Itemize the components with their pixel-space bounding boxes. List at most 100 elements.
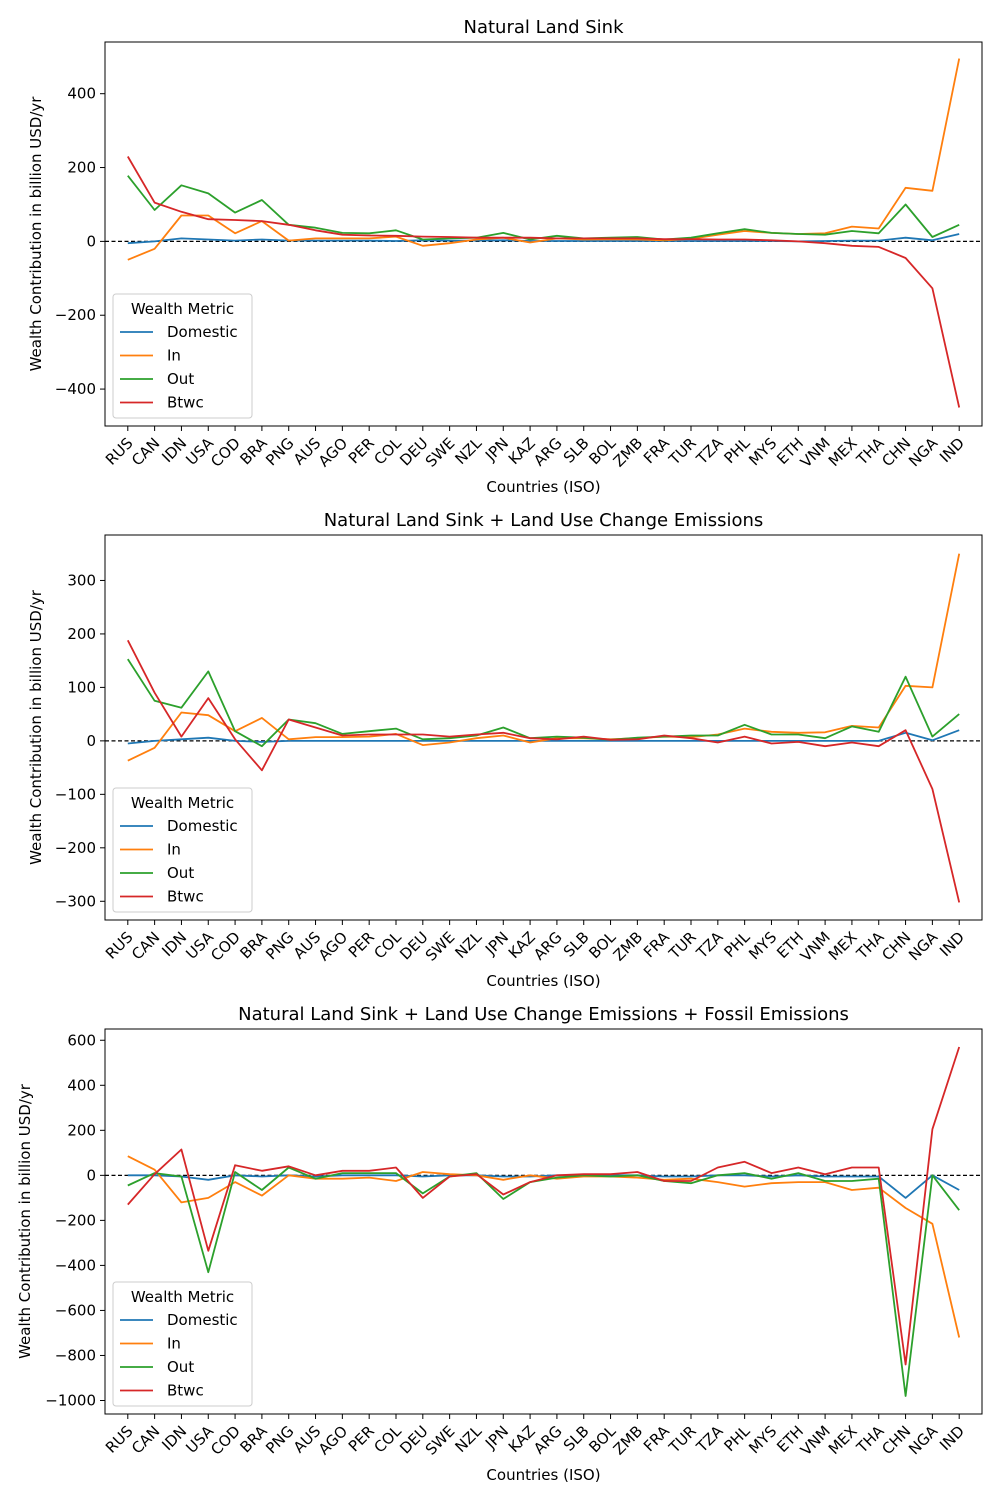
x-tick-label: PNG [262,1422,297,1457]
y-tick-label: −200 [55,1211,96,1229]
x-tick-label: RUS [102,928,137,963]
x-tick-label: FRA [640,434,674,468]
y-axis-label: Wealth Contribution in billion USD/yr [27,96,45,372]
series-line-out [127,1166,960,1397]
x-tick-label: PER [345,1422,378,1455]
legend-label-in: In [167,841,181,859]
x-axis-label: Countries (ISO) [486,972,600,990]
y-tick-label: 200 [67,159,96,177]
x-tick-label: IDN [158,1422,190,1454]
legend-label-out: Out [167,1358,194,1376]
x-tick-label: TZA [692,928,727,963]
legend-title: Wealth Metric [131,300,234,318]
legend: Wealth Metric Domestic In Out Btwc [112,293,253,419]
legend: Wealth Metric Domestic In Out Btwc [112,1281,253,1407]
legend-label-domestic: Domestic [167,323,238,341]
y-tick-label: 600 [67,1031,96,1049]
legend-label-in: In [167,1335,181,1353]
legend-label-domestic: Domestic [167,1311,238,1329]
legend-box [112,787,253,913]
x-tick-label: ARG [530,928,566,964]
x-tick-label: BRA [237,928,272,963]
x-tick-label: NZL [451,928,485,962]
x-tick-label: JPN [481,434,512,465]
series-line-in [127,1155,961,1338]
chart-title: Natural Land Sink + Land Use Change Emis… [324,510,764,531]
x-tick-label: KAZ [505,434,539,468]
x-tick-label: IND [936,434,968,466]
y-tick-label: 200 [67,1121,96,1139]
x-tick-label: THA [852,928,888,964]
plot-frame [104,1028,983,1415]
y-tick-label: −300 [55,892,96,910]
x-tick-label: RUS [102,434,137,469]
y-tick-label: −200 [55,306,96,324]
x-tick-label: MYS [745,434,780,469]
y-tick-label: −1000 [45,1391,96,1409]
x-tick-label: COL [370,1422,405,1457]
legend-box [112,293,253,419]
x-tick-label: SLB [560,434,593,467]
series-line-btwc [126,639,961,903]
x-tick-label: TUR [665,928,700,963]
x-tick-label: CHN [878,928,914,964]
legend-label-out: Out [167,370,194,388]
x-tick-label: THA [852,1422,888,1458]
x-tick-label: SLB [560,928,593,961]
x-tick-label: RUS [102,1422,137,1457]
x-tick-label: IDN [158,434,190,466]
series-line-domestic [127,1174,960,1199]
series-line-out [127,175,960,241]
y-tick-label: 0 [86,1166,96,1184]
x-tick-label: DEU [396,1422,431,1457]
x-tick-label: CAN [128,928,163,963]
x-tick-label: MYS [745,928,780,963]
x-tick-label: TUR [665,434,700,469]
x-tick-label: PHL [720,928,753,961]
plot-frame [104,534,983,921]
x-tick-label: BRA [237,434,272,469]
chart-title: Natural Land Sink + Land Use Change Emis… [238,1004,849,1025]
chart-panel-2: Natural Land Sink + Land Use Change Emis… [27,510,983,990]
x-tick-label: FRA [640,928,674,962]
x-tick-label: IDN [158,928,190,960]
series-line-in [127,58,961,261]
series-line-out [127,658,960,748]
x-tick-label: CAN [128,1422,163,1457]
x-tick-label: JPN [481,1422,512,1453]
y-axis-label: Wealth Contribution in billion USD/yr [27,589,45,865]
series-line-btwc [127,156,961,408]
x-axis-label: Countries (ISO) [486,1466,600,1484]
x-tick-label: IND [936,928,968,960]
y-axis-label: Wealth Contribution in billion USD/yr [16,1083,34,1359]
series-line-btwc [127,1046,961,1366]
x-tick-label: PER [345,434,378,467]
x-tick-label: CHN [878,1422,914,1458]
x-tick-label: MEX [825,1422,861,1458]
x-tick-label: PNG [262,434,297,469]
x-tick-label: COL [370,434,405,469]
legend-title: Wealth Metric [131,1288,234,1306]
x-axis-label: Countries (ISO) [486,478,600,496]
y-tick-label: −200 [55,839,96,857]
x-tick-label: NZL [451,434,485,468]
legend: Wealth Metric Domestic In Out Btwc [112,787,253,913]
x-tick-label: JPN [481,928,512,959]
x-tick-label: ARG [530,1422,566,1458]
y-tick-label: −100 [55,785,96,803]
x-tick-label: CAN [128,434,163,469]
x-tick-label: PHL [720,1422,753,1455]
x-tick-label: FRA [640,1422,674,1456]
legend-label-out: Out [167,864,194,882]
y-tick-label: −400 [55,380,96,398]
chart-panel-1: Natural Land Sink −400 −200 0 200 400 RUSCANID… [27,17,983,496]
x-tick-label: PER [345,928,378,961]
y-tick-label: 300 [67,571,96,589]
y-tick-label: 100 [67,678,96,696]
x-tick-label: KAZ [505,928,539,962]
x-tick-label: SLB [560,1422,593,1455]
series-line-in [127,553,961,762]
x-tick-label: COL [370,928,405,963]
y-tick-label: 400 [67,1076,96,1094]
x-tick-label: TZA [692,434,727,469]
